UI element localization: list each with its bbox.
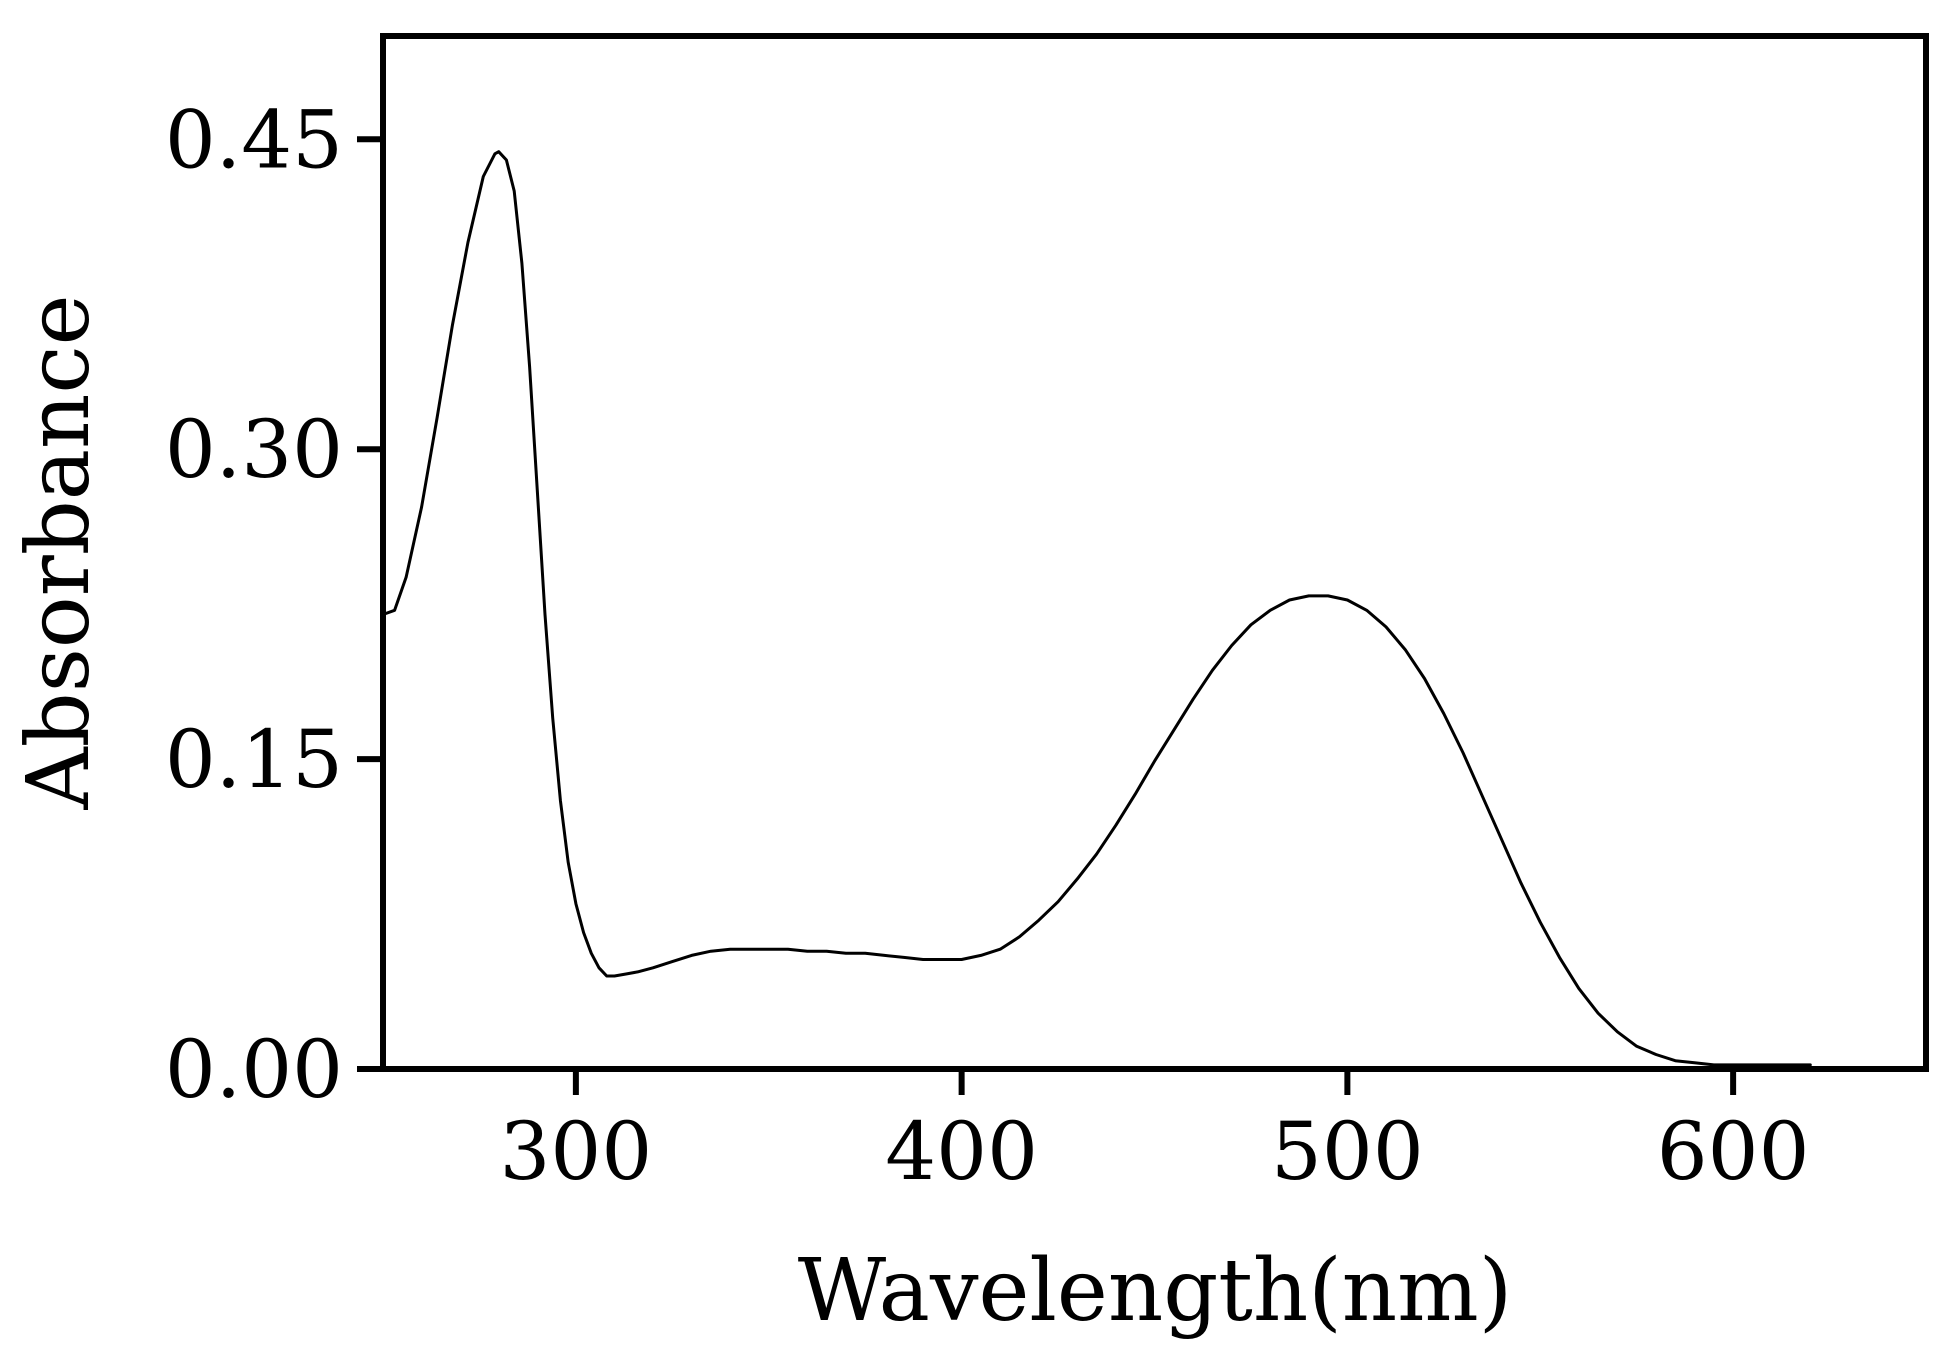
y-tick-label: 0.45 <box>165 93 343 186</box>
y-axis: 0.00 0.15 0.30 0.45 <box>165 93 383 1116</box>
x-tick-label: 300 <box>500 1105 653 1198</box>
y-tick-label: 0.00 <box>165 1023 343 1116</box>
y-axis-title: Absorbance <box>9 295 109 811</box>
x-axis-title: Wavelength(nm) <box>798 1241 1513 1341</box>
plot-frame <box>380 33 1929 1072</box>
x-tick-label: 500 <box>1271 1105 1424 1198</box>
x-tick-label: 600 <box>1657 1105 1810 1198</box>
absorbance-curve <box>381 150 1812 1067</box>
y-tick-label: 0.15 <box>165 713 343 806</box>
y-tick-label: 0.30 <box>165 403 343 496</box>
x-axis: 300 400 500 600 <box>500 1069 1810 1198</box>
x-tick-label: 400 <box>885 1105 1038 1198</box>
